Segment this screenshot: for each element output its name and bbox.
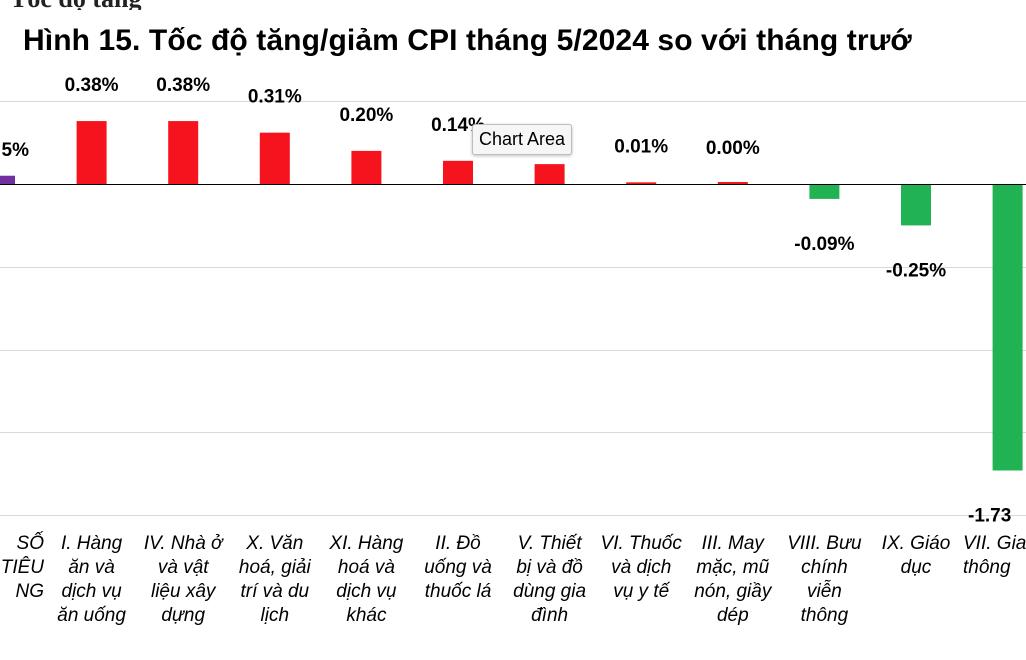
value-label: -0.09% [794,234,854,255]
category-label: IV. Nhà ở và vật liệu xây dựng [144,533,224,626]
category-label: VI. Thuốc và dịch vụ y tế [601,533,683,602]
value-label: 5% [2,140,30,161]
bar [443,160,473,184]
bar [534,164,565,184]
bar [626,182,657,185]
value-label: -1.73 [968,505,1011,526]
bar [76,121,107,184]
value-label: 0.38% [156,75,210,96]
category-label: III. May mặc, mũ nón, giầy dép [694,533,773,626]
value-label: 0.20% [339,105,393,126]
category-label: VIII. Bưu chính viễn thông [787,533,862,626]
cut-off-heading: Tốc độ tăng [0,0,1026,10]
value-labels: 5% 0.38% 0.38% 0.31% 0.20% 0.14% 0.01% 0.00% -0.… [2,75,1012,526]
value-label: -0.25% [886,260,946,281]
value-label: 0.31% [248,87,302,108]
bar [809,184,840,199]
category-label: IX. Giáo dục [882,533,951,578]
category-label: II. Đồ uống và thuốc lá [424,533,492,602]
category-label: XI. Hàng hoá và dịch vụ khác [328,533,403,626]
bar [0,175,15,184]
value-label: 0.14% [431,115,485,136]
bar [992,184,1023,471]
cut-off-heading-text: Tốc độ tăng [10,0,141,10]
value-label: 0.01% [614,136,668,157]
bar [901,184,931,226]
chart-title: Hình 15. Tốc độ tăng/giảm CPI tháng 5/20… [23,24,912,57]
category-label: SỐ TIÊU NG [1,532,45,602]
category-label: V. Thiết bị và đồ dùng gia đình [513,533,586,626]
category-labels: SỐ TIÊU NG I. Hàng ăn và dịch vụ ăn uống IV. Nh… [1,532,1026,626]
chart-area-tooltip: Chart Area [472,124,573,155]
bars [0,121,1023,471]
gridlines [0,101,1026,516]
bar [351,150,382,184]
category-label: X. Văn hoá, giải trí và du lịch [239,533,312,626]
bar [168,121,199,184]
category-label: VII. Gia thông [963,533,1026,578]
bar [259,132,290,184]
bar [717,182,748,184]
category-label: I. Hàng ăn và dịch vụ ăn uống [57,533,126,626]
value-label: 0.00% [706,138,760,159]
value-label: 0.38% [65,75,119,96]
